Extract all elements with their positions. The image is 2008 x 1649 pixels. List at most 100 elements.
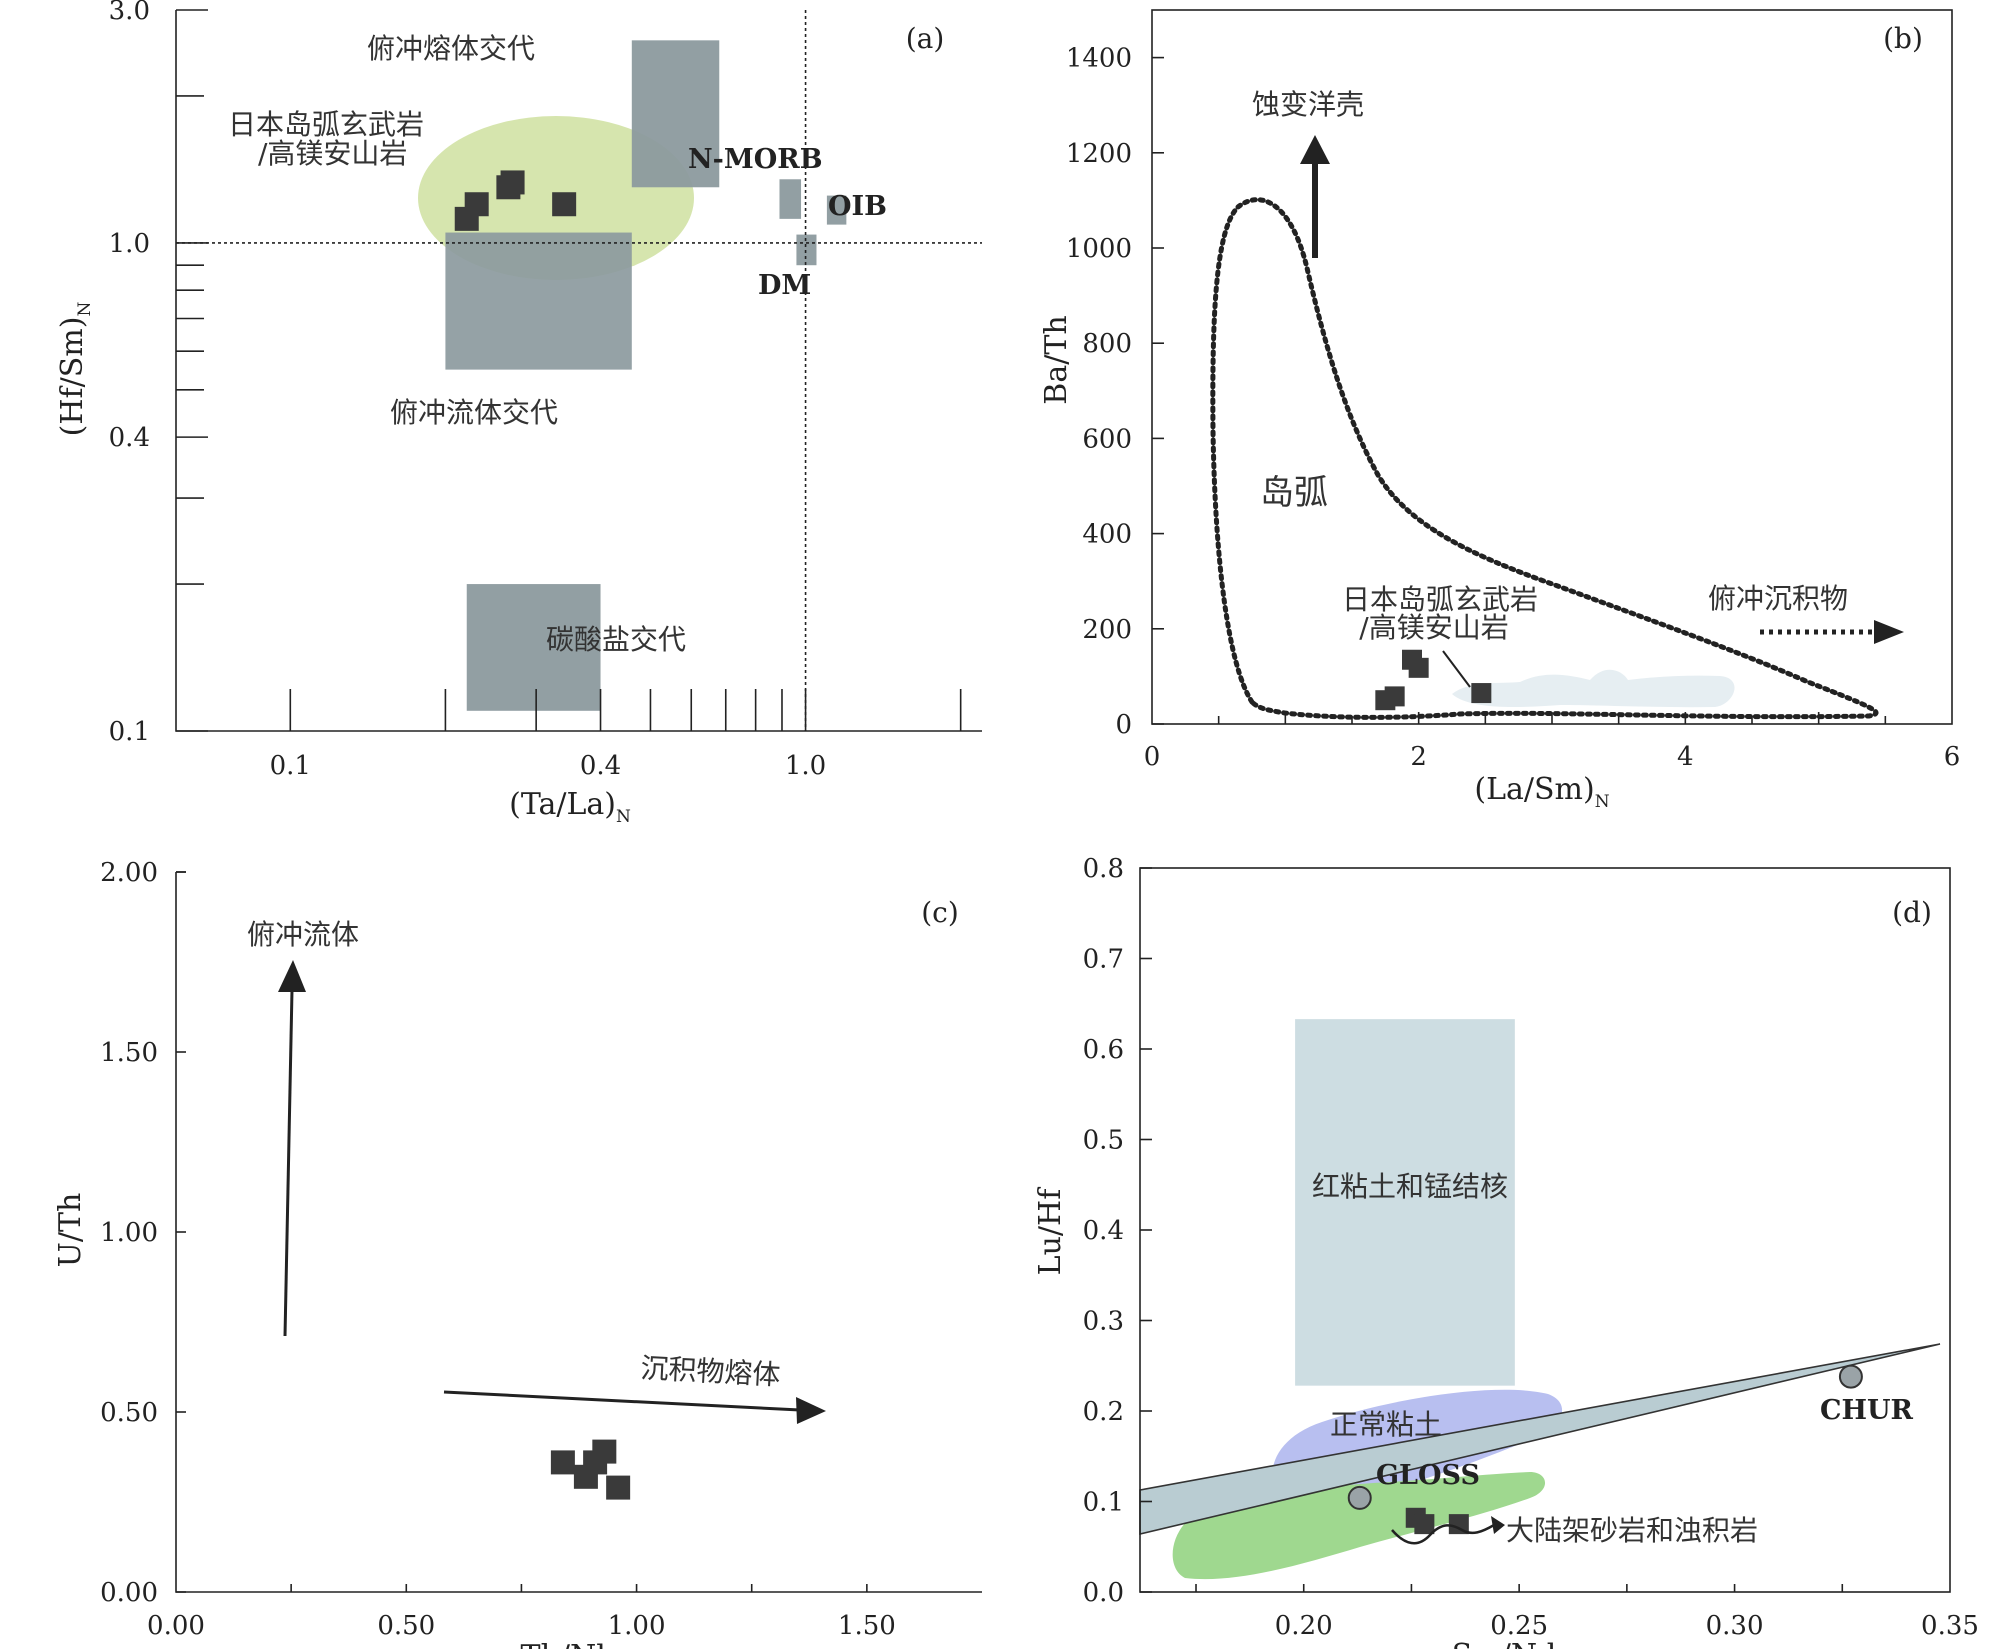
panel-b-ytick-label-2: 400 (1082, 520, 1132, 550)
panel-d-label-chur: CHUR (1820, 1395, 1914, 1426)
panel-a-label-carbonate: 碳酸盐交代 (546, 623, 686, 656)
panel-d-xtick-label-0: 0.20 (1275, 1611, 1333, 1641)
panel-a-region-2 (466, 584, 601, 711)
panel-a-ytick-label-0: 0.1 (109, 717, 150, 747)
panel-c-label: (c) (921, 896, 959, 929)
panel-b-xlabel: (La/Sm)N (1474, 772, 1609, 812)
panel-c-melt-arrowhead (796, 1397, 826, 1424)
panel-b-island-arc-outline (1210, 197, 1879, 720)
panel-c-xlabel: Th/Nb (521, 1639, 616, 1649)
panel-c-point-0 (550, 1450, 575, 1475)
panel-d-ref-point-0 (1347, 1485, 1372, 1510)
panel-c-ylabel: U/Th (53, 1193, 88, 1268)
panel-a-xtick-label-1: 0.4 (580, 751, 621, 781)
panel-c-ytick-label-1: 0.50 (100, 1398, 158, 1428)
panel-b-label-arc-2: /高镁安山岩 (1359, 611, 1508, 644)
panel-a-point-1 (464, 192, 489, 217)
panel-c-ytick-label-0: 0.00 (100, 1578, 158, 1608)
panel-a-ylabel: (Hf/Sm)N (55, 302, 95, 437)
panel-d-shelf-arrow (1391, 1523, 1495, 1545)
panel-b-ylabel: Ba/Th (1039, 315, 1074, 404)
panel-a-region-3 (779, 179, 802, 219)
panel-a: (a) 0.1 0.4 1.00.10.41.03.0 俯冲熔体交代 俯冲流体交代 … (55, 0, 982, 827)
panel-d-label: (d) (1892, 896, 1932, 929)
panel-d-chur-wedge (1139, 1343, 1941, 1536)
panel-b-ytick-label-3: 600 (1082, 424, 1132, 454)
panel-a-xtick-label-0: 0.1 (270, 751, 311, 781)
panel-b-ytick-label-5: 1000 (1066, 234, 1132, 264)
panel-c-ytick-label-4: 2.00 (100, 858, 158, 888)
panel-a-label-melt: 俯冲熔体交代 (367, 32, 535, 65)
panel-b-pale-field (1452, 669, 1735, 708)
panel-c-point-4 (606, 1475, 631, 1500)
panel-a-label-arc-1: 日本岛弧玄武岩 (228, 108, 424, 141)
panel-b-ytick-label-6: 1200 (1066, 139, 1132, 169)
panel-b-altered-crust-arrowhead (1300, 135, 1330, 164)
panel-d-xlabel: Sm/Nd (1452, 1638, 1557, 1649)
panel-d-point-1 (1414, 1514, 1435, 1535)
panel-b-ytick-label-1: 200 (1082, 615, 1132, 645)
panel-c-label-melt: 沉积物熔体 (640, 1351, 782, 1391)
panel-d-label-shelf: 大陆架砂岩和浊积岩 (1506, 1514, 1758, 1547)
panel-c-xtick-label-2: 1.00 (608, 1611, 666, 1641)
panel-b-leader-line (1442, 650, 1471, 688)
panel-a-ytick-label-1: 0.4 (109, 423, 150, 453)
panel-b-point-4 (1471, 683, 1492, 704)
panel-b-label: (b) (1883, 22, 1923, 55)
panel-b-label-altered-crust: 蚀变洋壳 (1252, 88, 1364, 121)
panel-d-ytick-label-5: 0.5 (1083, 1126, 1124, 1156)
panel-c-point-3 (592, 1439, 617, 1464)
panel-b-point-3 (1408, 657, 1429, 678)
panel-a-label-nmorb: N-MORB (688, 144, 823, 175)
panel-d-point-2 (1448, 1514, 1469, 1535)
panel-b-sediment-arrowhead (1874, 620, 1904, 644)
panel-a-region-0 (631, 40, 720, 188)
panel-d-red-clay-field (1295, 1019, 1515, 1386)
panel-b-label-island-arc: 岛弧 (1260, 473, 1328, 513)
panel-a-ytick-label-2: 1.0 (109, 229, 150, 259)
panel-d-ytick-label-4: 0.4 (1083, 1216, 1124, 1246)
panel-a-point-3 (500, 170, 525, 195)
panel-d-ytick-label-2: 0.2 (1083, 1397, 1124, 1427)
panel-c-xtick-label-0: 0.00 (147, 1611, 205, 1641)
panel-a-label-fluid: 俯冲流体交代 (390, 396, 558, 429)
panel-b-xtick-label-2: 4 (1677, 742, 1694, 772)
panel-d-xtick-label-2: 0.30 (1706, 1611, 1764, 1641)
panel-c: (c) 0.00 0.50 1.00 1.50 2.00 0.00 0.50 1.00 1.50… (53, 858, 982, 1649)
panel-d-xtick-label-3: 0.35 (1921, 1611, 1979, 1641)
panel-a-label: (a) (906, 22, 945, 55)
panel-c-ytick-label-2: 1.00 (100, 1218, 158, 1248)
panel-b-label-sediment: 俯冲沉积物 (1708, 582, 1848, 615)
panel-c-xtick-label-3: 1.50 (838, 1611, 896, 1641)
panel-d-label-normal-clay: 正常粘土 (1330, 1408, 1442, 1441)
panel-b-ytick-label-0: 0 (1115, 710, 1132, 740)
panel-a-label-oib: OIB (828, 191, 887, 222)
panel-c-ytick-label-3: 1.50 (100, 1038, 158, 1068)
panel-a-xtick-label-2: 1.0 (785, 751, 826, 781)
panel-b-ytick-label-4: 800 (1082, 329, 1132, 359)
panel-d-label-gloss: GLOSS (1376, 1460, 1480, 1491)
panel-a-region-5 (796, 234, 817, 266)
panel-b-label-arc-1: 日本岛弧玄武岩 (1342, 583, 1538, 616)
panel-a-xlabel: (Ta/La)N (509, 787, 631, 827)
panel-a-region-1 (445, 232, 632, 370)
panel-c-melt-arrow (443, 1390, 801, 1412)
panel-a-region-4 (826, 195, 847, 225)
panel-c-fluid-arrow (283, 989, 294, 1337)
panel-d-ref-point-1 (1838, 1364, 1863, 1389)
panel-d-ytick-label-1: 0.1 (1083, 1488, 1124, 1518)
panel-c-xtick-label-1: 0.50 (377, 1611, 435, 1641)
panel-c-label-fluid: 俯冲流体 (247, 918, 359, 951)
panel-a-ytick-label-3: 3.0 (109, 0, 150, 26)
panel-a-point-4 (552, 192, 577, 217)
panel-b-xtick-label-1: 2 (1410, 742, 1427, 772)
panel-d-xtick-label-1: 0.25 (1490, 1611, 1548, 1641)
panel-d-ytick-label-6: 0.6 (1083, 1035, 1124, 1065)
panel-b-xtick-label-3: 6 (1944, 742, 1961, 772)
panel-d-ytick-label-0: 0.0 (1083, 1578, 1124, 1608)
panel-b-point-1 (1384, 686, 1405, 707)
panel-d-label-red-clay: 红粘土和锰结核 (1312, 1170, 1508, 1203)
panel-d-ytick-label-7: 0.7 (1083, 945, 1124, 975)
panel-a-label-dm: DM (758, 270, 811, 301)
